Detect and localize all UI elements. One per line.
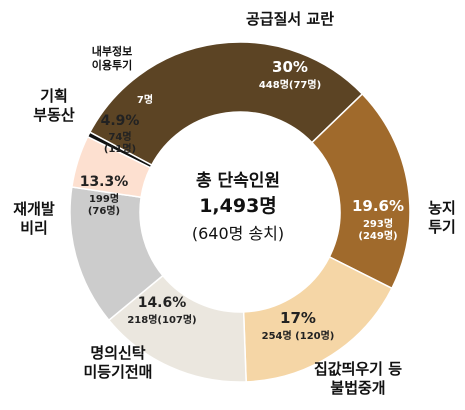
center-labels: 총 단속인원 1,493명 (640명 송치) xyxy=(192,171,284,243)
slice-count-label-5: 74명 xyxy=(108,130,131,143)
slice-count-label-1: (249명) xyxy=(358,229,397,242)
slice-count-label-2: 254명 (120명) xyxy=(262,329,335,342)
slice-count-label-0: 448명(77명) xyxy=(259,78,321,91)
slice-category-label-4: 비리 xyxy=(20,219,48,237)
center-total: 1,493명 xyxy=(199,195,277,217)
slice-count-label-5: (11명) xyxy=(104,142,136,155)
slice-percent-label-4: 13.3% xyxy=(80,174,129,190)
center-subtotal: (640명 송치) xyxy=(192,224,284,243)
slice-category-label-1: 투기 xyxy=(428,218,456,236)
slice-percent-label-3: 14.6% xyxy=(138,295,187,311)
slice-count-label-4: (76명) xyxy=(88,204,120,217)
slice-count-label-3: 218명(107명) xyxy=(127,313,196,326)
slice-category-label-1: 농지 xyxy=(428,199,456,217)
slice-count-label-1: 293명 xyxy=(363,217,393,230)
slice-percent-label-0: 30% xyxy=(272,58,308,76)
slice-count-label-4: 199명 xyxy=(89,192,119,205)
slice-category-label-5: 부동산 xyxy=(33,106,75,124)
slice-percent-label-1: 19.6% xyxy=(352,197,404,215)
slice-count-label-6: 7명 xyxy=(137,93,153,106)
slice-category-label-6: 내부정보 xyxy=(92,44,132,58)
slice-percent-label-5: 4.9% xyxy=(101,113,140,129)
slice-category-label-5: 기획 xyxy=(40,87,68,105)
slice-category-label-0: 공급질서 교란 xyxy=(246,10,334,28)
donut-slice-6 xyxy=(86,131,153,169)
slice-category-label-3: 명의신탁 xyxy=(90,344,145,362)
slice-category-label-2: 집값띄우기 등 xyxy=(314,360,402,378)
slice-percent-label-2: 17% xyxy=(280,309,316,327)
donut-slice-1 xyxy=(310,92,411,290)
slice-category-label-4: 재개발 xyxy=(13,200,55,218)
donut-slice-0 xyxy=(88,41,364,167)
slice-category-label-2: 불법중개 xyxy=(330,379,385,397)
center-title: 총 단속인원 xyxy=(196,171,280,191)
slice-category-label-6: 이용투기 xyxy=(92,58,132,72)
slices-layer xyxy=(69,41,411,383)
slice-category-label-3: 미등기전매 xyxy=(83,363,152,381)
